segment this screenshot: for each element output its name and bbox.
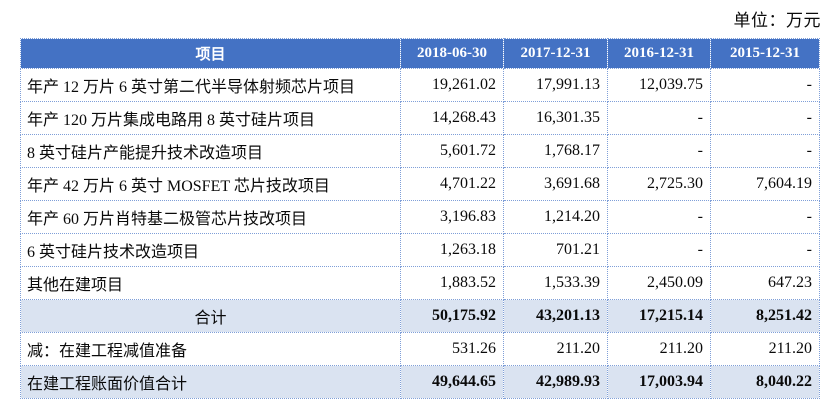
row-value: -: [710, 200, 820, 234]
table-row: 其他在建项目 1,883.52 1,533.39 2,450.09 647.23: [20, 266, 820, 300]
column-header-project: 项目: [20, 38, 401, 69]
row-label: 年产 120 万片集成电路用 8 英寸硅片项目: [20, 101, 401, 135]
table-row: 在建工程账面价值合计 49,644.65 42,989.93 17,003.94 8,0…: [20, 365, 820, 399]
row-value: -: [710, 101, 820, 135]
row-value: -: [710, 134, 820, 168]
row-label: 6 英寸硅片技术改造项目: [20, 233, 401, 267]
table-row: 减：在建工程减值准备 531.26 211.20 211.20 211.20: [20, 332, 820, 366]
row-value: 1,768.17: [503, 134, 608, 168]
row-value: 17,215.14: [607, 299, 711, 333]
row-label: 8 英寸硅片产能提升技术改造项目: [20, 134, 401, 168]
row-value: 3,196.83: [400, 200, 504, 234]
row-value: 1,214.20: [503, 200, 608, 234]
row-value: 211.20: [607, 332, 711, 366]
table-row: 年产 42 万片 6 英寸 MOSFET 芯片技改项目 4,701.22 3,691…: [20, 167, 820, 201]
row-value: 211.20: [710, 332, 820, 366]
row-value: 3,691.68: [503, 167, 608, 201]
row-value: 19,261.02: [400, 68, 504, 102]
table-header-row: 项目 2018-06-30 2017-12-31 2016-12-31 2015…: [20, 38, 820, 69]
table-row: 合计 50,175.92 43,201.13 17,215.14 8,251.42: [20, 299, 820, 333]
row-value: 531.26: [400, 332, 504, 366]
row-value: 43,201.13: [503, 299, 608, 333]
row-value: 49,644.65: [400, 365, 504, 399]
table-row: 年产 60 万片肖特基二极管芯片技改项目 3,196.83 1,214.20- -: [20, 200, 820, 234]
construction-in-progress-table: 项目 2018-06-30 2017-12-31 2016-12-31 2015…: [20, 38, 820, 399]
row-value: -: [607, 101, 711, 135]
table-row: 8 英寸硅片产能提升技术改造项目 5,601.72 1,768.17- -: [20, 134, 820, 168]
table-row: 6 英寸硅片技术改造项目 1,263.18 701.21- -: [20, 233, 820, 267]
table-row: 年产 12 万片 6 英寸第二代半导体射频芯片项目 19,261.02 17,991…: [20, 68, 820, 102]
row-label: 其他在建项目: [20, 266, 401, 300]
row-value: 42,989.93: [503, 365, 608, 399]
row-value: 5,601.72: [400, 134, 504, 168]
row-value: 4,701.22: [400, 167, 504, 201]
row-value: 17,003.94: [607, 365, 711, 399]
row-value: -: [607, 233, 711, 267]
row-value: -: [710, 68, 820, 102]
row-label: 年产 60 万片肖特基二极管芯片技改项目: [20, 200, 401, 234]
row-value: -: [607, 134, 711, 168]
row-value: -: [607, 200, 711, 234]
table-row: 年产 120 万片集成电路用 8 英寸硅片项目 14,268.43 16,301.3…: [20, 101, 820, 135]
table-body: 年产 12 万片 6 英寸第二代半导体射频芯片项目 19,261.02 17,991…: [20, 68, 820, 399]
row-value: 1,263.18: [400, 233, 504, 267]
row-value: 50,175.92: [400, 299, 504, 333]
row-value: 8,040.22: [710, 365, 820, 399]
row-value: 701.21: [503, 233, 608, 267]
row-value: 16,301.35: [503, 101, 608, 135]
row-label: 合计: [20, 299, 401, 333]
row-value: 211.20: [503, 332, 608, 366]
row-value: 647.23: [710, 266, 820, 300]
row-value: 12,039.75: [607, 68, 711, 102]
row-label: 年产 12 万片 6 英寸第二代半导体射频芯片项目: [20, 68, 401, 102]
row-value: 2,725.30: [607, 167, 711, 201]
row-value: 14,268.43: [400, 101, 504, 135]
column-header-2015-12-31: 2015-12-31: [710, 38, 820, 69]
row-value: -: [710, 233, 820, 267]
row-value: 2,450.09: [607, 266, 711, 300]
row-value: 17,991.13: [503, 68, 608, 102]
row-value: 1,533.39: [503, 266, 608, 300]
row-value: 1,883.52: [400, 266, 504, 300]
row-value: 7,604.19: [710, 167, 820, 201]
row-label: 年产 42 万片 6 英寸 MOSFET 芯片技改项目: [20, 167, 401, 201]
row-value: 8,251.42: [710, 299, 820, 333]
column-header-2017-12-31: 2017-12-31: [503, 38, 608, 69]
column-header-2018-06-30: 2018-06-30: [400, 38, 504, 69]
unit-label: 单位：万元: [733, 11, 821, 30]
row-label: 在建工程账面价值合计: [20, 365, 401, 399]
column-header-2016-12-31: 2016-12-31: [607, 38, 711, 69]
row-label: 减：在建工程减值准备: [20, 332, 401, 366]
